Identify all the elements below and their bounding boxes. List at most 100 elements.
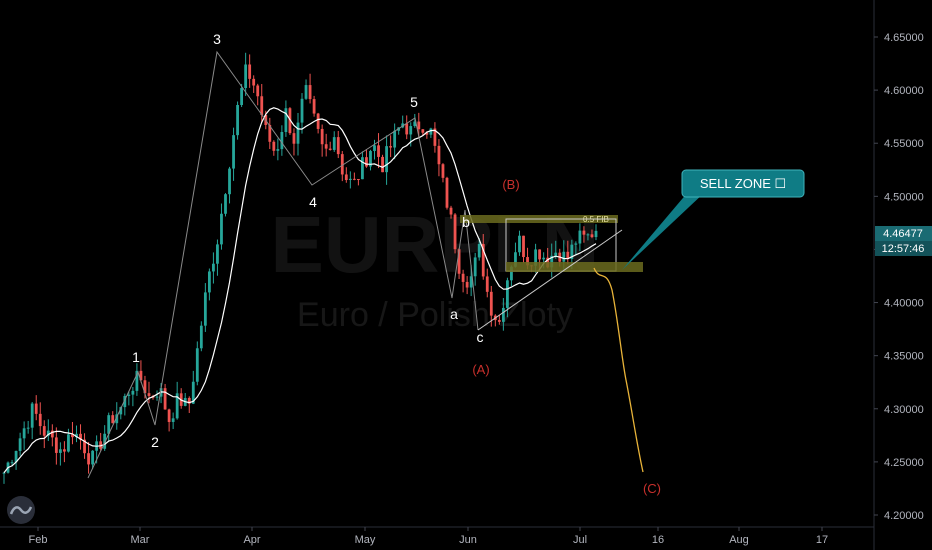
candle-body (54, 437, 58, 453)
candle-body (111, 415, 115, 424)
candle-body (590, 234, 594, 238)
candle-body (127, 394, 131, 396)
candle-body (107, 415, 111, 434)
candle-body (389, 146, 393, 148)
x-tick-label: Apr (243, 534, 260, 546)
candle-body (99, 441, 103, 449)
candle-body (87, 453, 90, 465)
candle-body (340, 154, 344, 175)
y-tick-label: 4.25000 (884, 457, 924, 469)
candle-body (449, 207, 453, 215)
candle-body (187, 397, 191, 404)
candle-body (336, 137, 340, 155)
candle-body (272, 141, 276, 151)
moving-average-line[interactable] (3, 107, 597, 474)
wave-label: b (462, 214, 470, 230)
x-tick-label: May (355, 534, 376, 546)
countdown-tag (875, 241, 932, 256)
candle-body (18, 438, 22, 451)
candle-body (538, 249, 542, 260)
candle-body (312, 99, 316, 114)
candle-body (586, 234, 590, 236)
candle-body (381, 156, 384, 173)
candle-body (22, 428, 26, 439)
candle-body (429, 128, 433, 135)
candles-layer (2, 52, 598, 484)
candle-body (195, 348, 199, 382)
sell-zone-callout-text: SELL ZONE ☐ (700, 176, 786, 191)
y-tick-label: 4.20000 (884, 510, 924, 522)
candle-body (260, 96, 264, 115)
candle-body (377, 145, 380, 157)
x-tick-label: Jul (573, 534, 587, 546)
candle-body (465, 281, 469, 288)
wave-label: (B) (502, 177, 519, 192)
y-tick-label: 4.35000 (884, 351, 924, 363)
wave-label: (C) (643, 481, 661, 496)
candle-body (280, 131, 284, 150)
y-tick-label: 4.30000 (884, 404, 924, 416)
candle-body (320, 128, 324, 145)
candle-body (324, 144, 328, 149)
x-tick-label: Mar (131, 534, 150, 546)
x-tick-label: Feb (29, 534, 48, 546)
candle-body (489, 291, 493, 316)
candle-body (119, 407, 123, 415)
y-tick-label: 4.55000 (884, 138, 924, 150)
candle-body (481, 243, 485, 277)
candle-body (393, 130, 397, 148)
candle-body (248, 64, 252, 79)
candle-body (578, 230, 582, 244)
candle-body (373, 145, 376, 151)
candle-body (562, 251, 566, 262)
candle-body (344, 174, 348, 181)
candle-body (566, 251, 570, 259)
candle-body (115, 414, 119, 424)
candle-body (421, 129, 425, 133)
candle-body (103, 433, 107, 449)
candle-body (79, 433, 82, 440)
candle-body (369, 150, 372, 167)
price-scale[interactable]: 4.650004.600004.550004.500004.450004.400… (874, 32, 924, 522)
candle-body (175, 393, 179, 419)
wave-count-line[interactable] (87, 50, 479, 479)
name-watermark: Euro / Polish Zloty (297, 296, 573, 334)
candle-body (453, 214, 457, 250)
candle-body (501, 307, 505, 322)
candle-body (228, 168, 231, 195)
sell-zone-lower[interactable] (506, 262, 643, 272)
candle-body (473, 257, 477, 277)
candle-body (385, 146, 388, 173)
candle-body (143, 380, 147, 394)
projection-path[interactable] (593, 267, 644, 473)
candle-body (534, 249, 537, 266)
candle-body (71, 434, 74, 438)
candle-body (155, 396, 159, 398)
candle-body (433, 128, 437, 146)
candle-body (139, 370, 143, 381)
x-tick-label: 17 (816, 534, 828, 546)
time-scale[interactable]: Feb Mar Apr May Jun Jul 16 Aug 17 (29, 527, 829, 546)
candle-body (191, 381, 195, 404)
y-tick-label: 4.60000 (884, 85, 924, 97)
y-tick-label: 4.65000 (884, 32, 924, 44)
candle-body (75, 433, 78, 438)
candle-body (361, 157, 364, 180)
candle-body (477, 243, 481, 258)
candle-body (167, 409, 171, 422)
candle-body (123, 395, 127, 408)
wave-label: a (450, 306, 458, 322)
candle-body (348, 178, 352, 181)
moving-average-layer (3, 107, 597, 474)
candle-body (199, 325, 203, 349)
candle-body (203, 292, 207, 326)
candle-body (163, 388, 167, 410)
candle-body (268, 124, 272, 142)
candle-body (212, 263, 215, 272)
candle-body (284, 108, 288, 132)
candle-body (63, 449, 66, 452)
trend-line[interactable] (477, 229, 623, 331)
candle-body (252, 78, 256, 86)
sell-zone-callout[interactable] (681, 169, 805, 198)
